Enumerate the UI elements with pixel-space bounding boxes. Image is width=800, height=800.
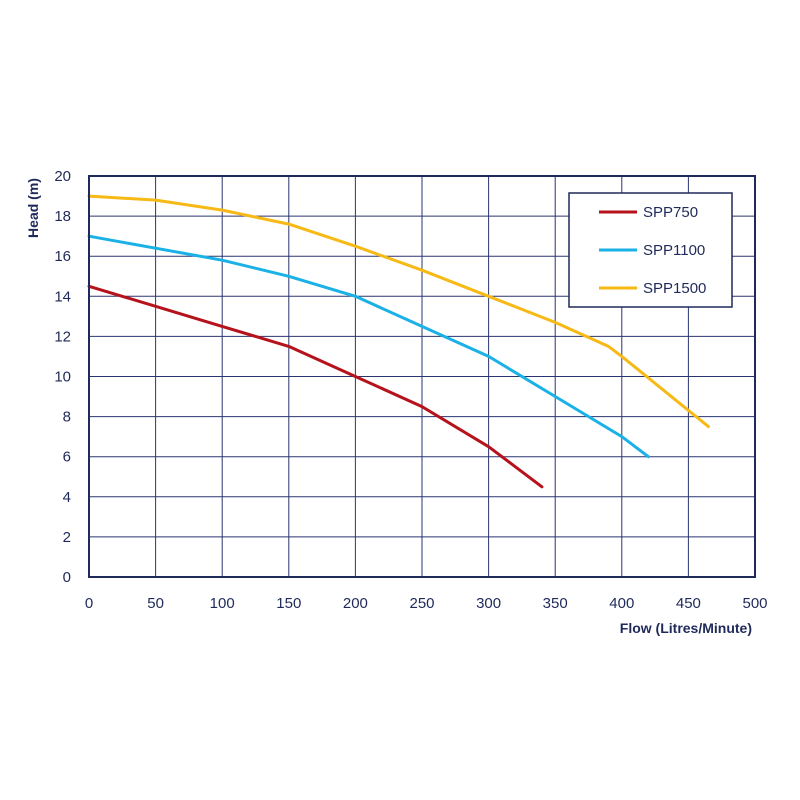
x-tick-label: 400 <box>609 595 634 612</box>
y-tick-labels: 0 2 4 6 8 10 12 14 16 18 20 <box>54 168 71 586</box>
legend-label-spp1500: SPP1500 <box>643 280 706 297</box>
x-tick-label: 200 <box>343 595 368 612</box>
plot-frame <box>88 175 756 578</box>
x-tick-label: 150 <box>276 595 301 612</box>
y-tick-label: 12 <box>54 328 71 345</box>
y-tick-label: 8 <box>63 409 71 426</box>
y-tick-label: 0 <box>63 569 71 586</box>
y-tick-label: 2 <box>63 529 71 546</box>
x-tick-label: 50 <box>147 595 164 612</box>
series-line-spp1500 <box>87 194 710 429</box>
x-tick-label: 350 <box>543 595 568 612</box>
x-tick-label: 300 <box>476 595 501 612</box>
y-tick-label: 16 <box>54 248 71 265</box>
y-tick-label: 6 <box>63 449 71 466</box>
legend-label-spp1100: SPP1100 <box>643 242 705 259</box>
y-tick-label: 20 <box>54 168 71 185</box>
x-axis-title: Flow (Litres/Minute) <box>620 620 752 636</box>
x-tick-label: 250 <box>409 595 434 612</box>
x-tick-label: 0 <box>85 595 93 612</box>
series-line-spp750 <box>87 284 544 489</box>
x-tick-label: 500 <box>742 595 767 612</box>
y-tick-label: 10 <box>54 369 71 386</box>
y-tick-label: 14 <box>54 288 71 305</box>
y-tick-label: 18 <box>54 208 71 225</box>
x-tick-labels: 0 50 100 150 200 250 300 350 400 450 500 <box>85 595 768 612</box>
legend: SPP750 SPP1100 SPP1500 <box>568 192 733 308</box>
series-lines <box>87 194 710 489</box>
x-tick-label: 100 <box>210 595 235 612</box>
legend-box <box>568 192 733 308</box>
y-tick-label: 4 <box>63 489 71 506</box>
legend-label-spp750: SPP750 <box>643 204 698 221</box>
series-line-spp1100 <box>87 234 650 459</box>
x-tick-label: 450 <box>676 595 701 612</box>
y-axis-title: Head (m) <box>25 178 41 238</box>
